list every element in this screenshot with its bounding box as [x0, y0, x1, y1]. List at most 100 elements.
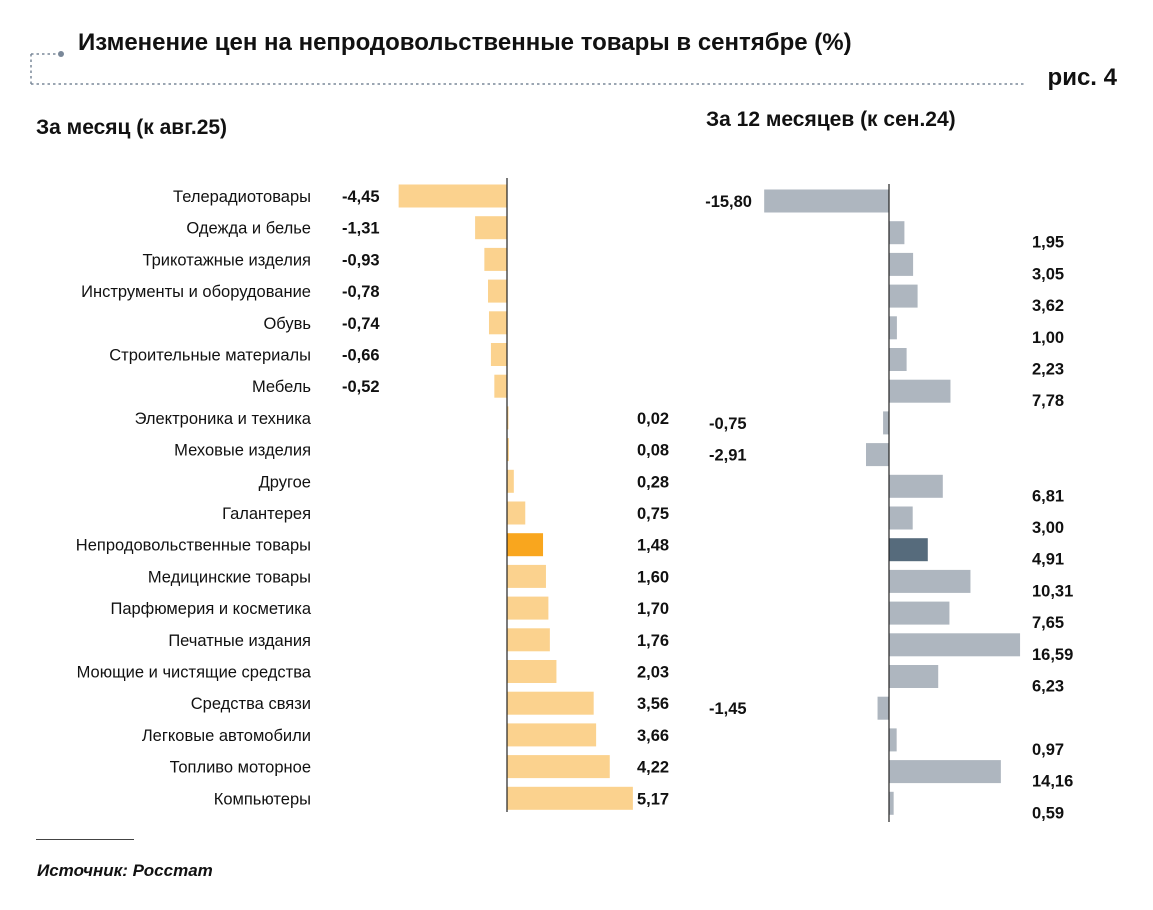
month-bar [475, 216, 507, 240]
month-bar [484, 247, 507, 271]
month-category-label: Непродовольственные товары [76, 537, 311, 555]
year-bar [764, 189, 889, 213]
year-bar [877, 696, 889, 720]
month-category-label: Одежда и белье [186, 220, 311, 238]
year-bar [889, 348, 907, 371]
month-value-label: 0,08 [637, 442, 669, 460]
year-value-label: 6,81 [1032, 487, 1064, 505]
month-category-label: Компьютеры [214, 790, 311, 808]
month-bar [507, 660, 557, 683]
month-category-label: Инструменты и оборудование [81, 283, 311, 301]
year-bar [889, 791, 894, 815]
month-bar [507, 533, 544, 557]
year-value-label: -0,75 [709, 415, 747, 433]
month-category-label: Топливо моторное [170, 759, 311, 777]
chart-title: Изменение цен на непродовольственные тов… [78, 29, 852, 56]
month-category-label: Легковые автомобили [142, 727, 311, 745]
month-value-label: 1,48 [637, 537, 669, 555]
title-frame [30, 51, 1024, 85]
month-bar [507, 406, 509, 430]
month-bar [507, 564, 546, 588]
month-value-label: -1,31 [342, 220, 380, 238]
year-value-label: -2,91 [709, 447, 747, 465]
month-category-label: Обувь [263, 315, 311, 333]
month-category-label: Строительные материалы [109, 347, 311, 365]
month-value-label: -0,66 [342, 347, 380, 365]
year-bar [889, 252, 914, 276]
year-bar [889, 601, 950, 625]
month-value-label: 1,70 [637, 600, 669, 618]
year-bar [889, 379, 951, 403]
month-chart: Телерадиотовары -4,45 Одежда и белье -1,31 Т… [76, 178, 669, 812]
month-category-label: Мебель [252, 378, 311, 396]
year-value-label: 3,00 [1032, 519, 1064, 537]
month-value-label: -0,93 [342, 251, 380, 269]
year-bar [889, 221, 905, 245]
month-value-label: -0,52 [342, 378, 380, 396]
month-category-label: Галантерея [222, 505, 311, 523]
year-value-label: 0,59 [1032, 804, 1064, 822]
year-chart: -15,80 1,95 3,05 3,62 1,00 2,23 7,78 -0,75 -2,91… [705, 184, 1073, 822]
month-category-label: Телерадиотовары [173, 188, 311, 206]
month-value-label: 0,75 [637, 505, 669, 523]
month-value-label: -0,74 [342, 315, 380, 333]
year-bar [889, 728, 897, 752]
month-bar [507, 723, 597, 747]
year-chart-title: За 12 месяцев (к сен.24) [706, 108, 956, 131]
year-bar [883, 411, 889, 435]
source-note: Источник: Росстат [37, 861, 213, 880]
month-category-label: Средства связи [191, 695, 311, 713]
month-category-label: Парфюмерия и косметика [110, 600, 311, 618]
year-value-label: 7,78 [1032, 392, 1064, 410]
month-value-label: 4,22 [637, 759, 669, 777]
year-value-label: 0,97 [1032, 741, 1064, 759]
month-category-label: Печатные издания [168, 632, 311, 650]
month-bar [507, 469, 514, 493]
month-value-label: 3,66 [637, 727, 669, 745]
month-value-label: 1,76 [637, 632, 669, 650]
month-category-label: Меховые изделия [174, 442, 311, 460]
month-bar [507, 596, 549, 620]
source-divider [36, 839, 134, 840]
year-bar [889, 569, 971, 593]
month-value-label: 5,17 [637, 790, 669, 808]
month-bar [507, 691, 594, 715]
year-bar [889, 633, 1021, 657]
year-value-label: 16,59 [1032, 646, 1073, 664]
year-value-label: -1,45 [709, 700, 747, 718]
month-category-label: Моющие и чистящие средства [77, 664, 312, 682]
month-value-label: 3,56 [637, 695, 669, 713]
month-value-label: -0,78 [342, 283, 380, 301]
year-value-label: 3,62 [1032, 297, 1064, 315]
year-value-label: -15,80 [705, 193, 752, 211]
month-bar [507, 786, 633, 810]
month-bar [494, 374, 507, 398]
month-bar [488, 311, 507, 335]
month-bar [507, 755, 610, 779]
year-value-label: 1,95 [1032, 234, 1064, 252]
month-value-label: 2,03 [637, 664, 669, 682]
month-category-label: Медицинские товары [148, 568, 311, 586]
month-bar [398, 184, 507, 208]
month-chart-title: За месяц (к авг.25) [36, 116, 228, 139]
year-value-label: 3,05 [1032, 265, 1064, 283]
figure-label: рис. 4 [1047, 64, 1117, 91]
year-bar [889, 538, 928, 562]
month-bar [507, 628, 550, 652]
month-bar [507, 438, 509, 462]
year-bar [889, 506, 913, 530]
month-bar [490, 343, 507, 366]
month-value-label: -4,45 [342, 188, 380, 206]
year-value-label: 6,23 [1032, 678, 1064, 696]
year-value-label: 7,65 [1032, 614, 1064, 632]
year-bar [889, 760, 1001, 784]
month-category-label: Трикотажные изделия [142, 251, 311, 269]
month-bar [488, 279, 507, 303]
year-bar [889, 665, 939, 688]
year-value-label: 1,00 [1032, 329, 1064, 347]
year-bar [889, 284, 918, 308]
year-bar [889, 474, 943, 498]
year-value-label: 4,91 [1032, 551, 1064, 569]
year-value-label: 14,16 [1032, 773, 1073, 791]
